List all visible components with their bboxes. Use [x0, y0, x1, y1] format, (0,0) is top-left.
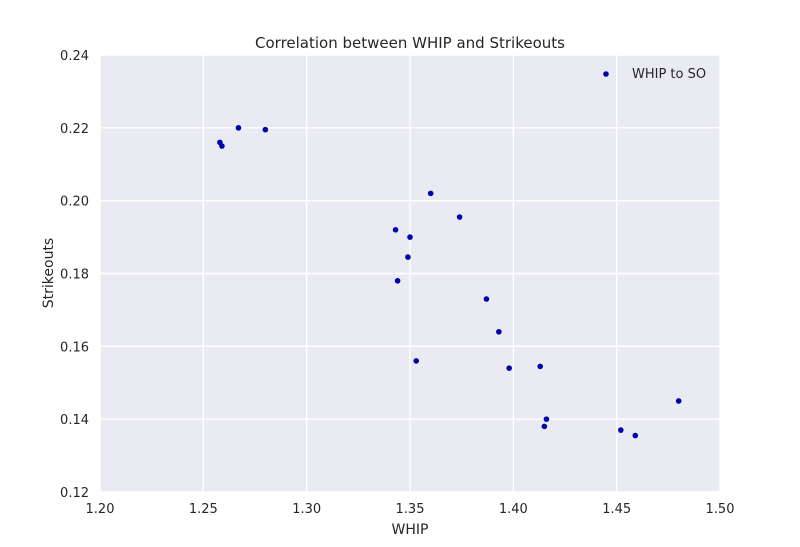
legend-marker [603, 71, 609, 77]
y-axis-label: Strikeouts [41, 238, 57, 308]
x-tick-label: 1.50 [706, 502, 735, 517]
y-tick-label: 0.24 [60, 49, 89, 64]
data-points [217, 125, 682, 439]
y-tick-label: 0.22 [60, 122, 89, 137]
x-tick-label: 1.25 [189, 502, 218, 517]
y-tick-labels: 0.12 0.14 0.16 0.18 0.20 0.22 0.24 [60, 49, 89, 501]
data-point [405, 254, 411, 260]
x-tick-labels: 1.20 1.25 1.30 1.35 1.40 1.45 1.50 [86, 502, 735, 517]
x-tick-label: 1.30 [292, 502, 321, 517]
data-point [427, 190, 434, 197]
chart-title: Correlation between WHIP and Strikeouts [255, 34, 565, 52]
data-point [483, 296, 490, 302]
data-point [407, 234, 413, 240]
y-tick-label: 0.12 [60, 486, 89, 501]
y-tick-label: 0.20 [60, 195, 89, 210]
data-point [413, 358, 420, 364]
data-point [618, 427, 624, 433]
y-tick-label: 0.14 [60, 413, 89, 428]
y-tick-label: 0.18 [60, 268, 89, 283]
data-point [394, 277, 401, 284]
data-point [235, 125, 242, 131]
x-tick-label: 1.45 [602, 502, 631, 517]
data-point [392, 227, 399, 233]
grid-lines [99, 54, 721, 493]
data-point [219, 143, 225, 149]
data-point [543, 416, 550, 422]
x-tick-label: 1.40 [499, 502, 528, 517]
data-point [537, 363, 543, 370]
legend-label: WHIP to SO [632, 67, 706, 82]
data-point [496, 328, 502, 335]
data-point [675, 398, 682, 404]
x-tick-label: 1.35 [396, 502, 425, 517]
data-point [456, 214, 463, 220]
data-point [632, 432, 639, 439]
legend: WHIP to SO [603, 67, 706, 82]
data-point [541, 423, 548, 430]
y-tick-label: 0.16 [60, 340, 89, 355]
x-tick-label: 1.20 [86, 502, 115, 517]
x-axis-label: WHIP [392, 522, 429, 538]
data-point [262, 126, 269, 133]
data-point [506, 365, 512, 371]
